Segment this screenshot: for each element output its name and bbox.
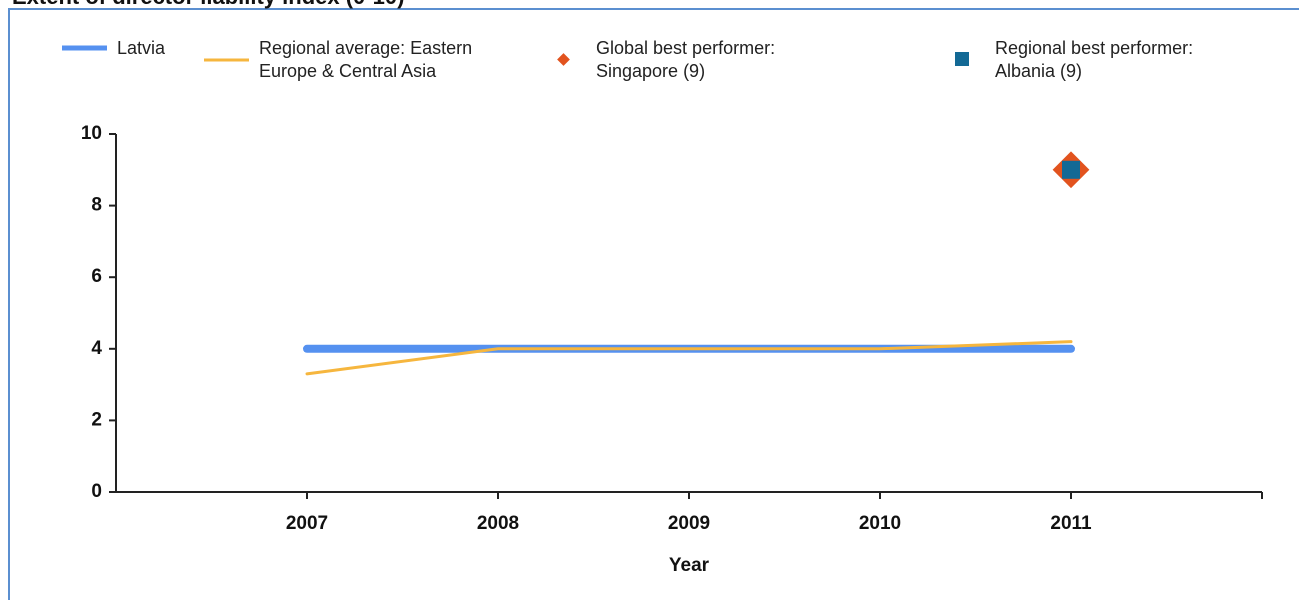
- legend-label: Regional best performer: Albania (9): [995, 38, 1193, 81]
- y-tick-label: 2: [91, 409, 102, 430]
- legend-swatch: [955, 52, 969, 66]
- legend-label: Latvia: [117, 38, 166, 58]
- legend-label: Global best performer: Singapore (9): [596, 38, 775, 81]
- y-tick-label: 10: [81, 123, 102, 144]
- marker-square: [1062, 160, 1080, 179]
- y-tick-label: 6: [91, 266, 102, 287]
- y-tick-label: 0: [91, 481, 102, 502]
- x-tick-label: 2011: [1050, 513, 1092, 534]
- x-tick-label: 2009: [668, 513, 710, 534]
- y-tick-label: 8: [91, 195, 102, 216]
- legend-swatch: [557, 53, 570, 66]
- x-tick-label: 2008: [477, 513, 519, 534]
- x-tick-label: 2007: [286, 513, 328, 534]
- x-axis-label: Year: [669, 555, 710, 576]
- y-tick-label: 4: [91, 338, 102, 359]
- chart-title: Extent of director liability index (0-10…: [12, 0, 404, 9]
- series-line: [305, 340, 1073, 376]
- frame: [8, 8, 1299, 605]
- legend-label: Regional average: Eastern Europe & Centra…: [259, 38, 472, 81]
- x-tick-label: 2010: [859, 513, 901, 534]
